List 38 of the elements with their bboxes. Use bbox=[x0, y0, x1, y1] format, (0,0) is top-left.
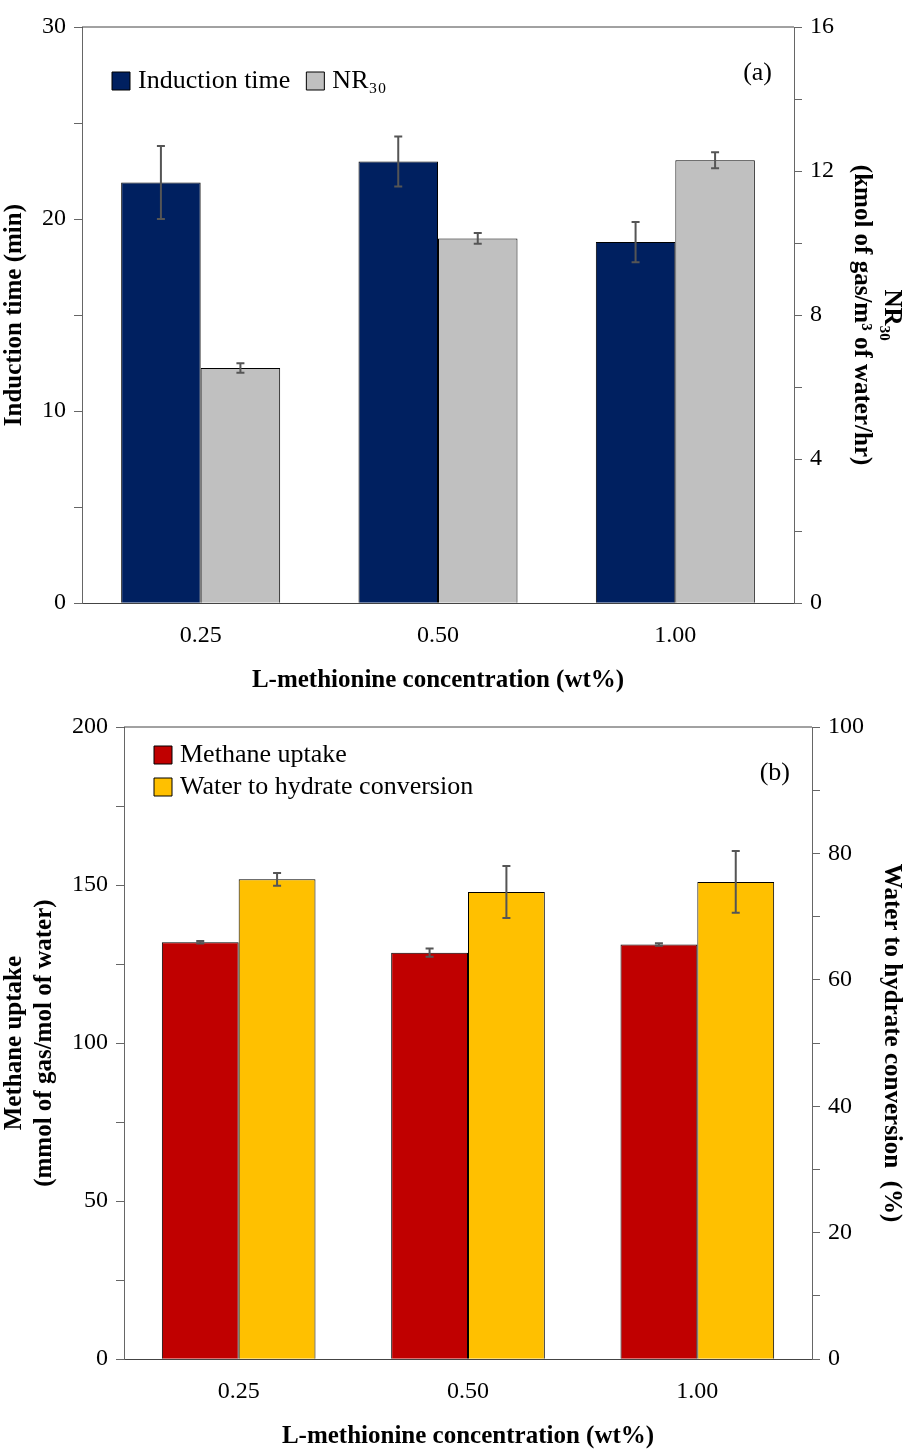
legend-label: Induction time bbox=[138, 64, 291, 94]
y2-tick-label: 12 bbox=[810, 156, 834, 183]
y-axis-title: Induction time (min) bbox=[0, 203, 28, 427]
y-tick-label: 150 bbox=[72, 870, 108, 897]
y2-tick-label: 0 bbox=[828, 1344, 840, 1371]
x-tick-label: 0.25 bbox=[217, 1376, 260, 1403]
x-tick-label: 0.50 bbox=[417, 620, 459, 647]
y2-tick-label: 80 bbox=[828, 838, 852, 865]
annotation: (a) bbox=[743, 56, 772, 86]
x-tick-label: 1.00 bbox=[676, 1376, 719, 1403]
y-tick-label: 20 bbox=[42, 204, 66, 231]
y2-tick-label: 100 bbox=[828, 712, 864, 739]
legend-label: NR₃₀ bbox=[332, 64, 387, 94]
y2-axis-title: Water to hydrate conversion (%) bbox=[878, 863, 906, 1223]
legend-label: Methane uptake bbox=[180, 738, 347, 768]
y-tick-label: 200 bbox=[72, 712, 108, 739]
y-tick-label: 30 bbox=[42, 12, 66, 39]
y2-tick-label: 4 bbox=[810, 444, 822, 471]
x-axis-title: L-methionine concentration (wt%) bbox=[251, 665, 625, 694]
y-tick-label: 50 bbox=[84, 1186, 108, 1213]
y2-tick-label: 20 bbox=[828, 1218, 852, 1245]
y2-tick-label: 40 bbox=[828, 1091, 852, 1118]
legend-label: Water to hydrate conversion bbox=[180, 770, 474, 800]
x-tick-label: 0.25 bbox=[179, 620, 222, 647]
y2-tick-label: 16 bbox=[810, 12, 834, 39]
y2-tick-label: 60 bbox=[828, 965, 852, 992]
x-tick-label: 1.00 bbox=[654, 620, 697, 647]
x-tick-label: 0.50 bbox=[447, 1376, 489, 1403]
y-tick-label: 10 bbox=[42, 396, 66, 423]
y2-tick-label: 0 bbox=[810, 588, 822, 615]
annotation: (b) bbox=[759, 756, 790, 786]
y2-axis-title: NR₃₀ (kmol of gas/m³ of water/hr) bbox=[848, 164, 906, 466]
x-axis-title: L-methionine concentration (wt%) bbox=[281, 1421, 655, 1450]
y-tick-label: 100 bbox=[72, 1028, 108, 1055]
y-axis-title: Methane uptake (mmol of gas/mol of water) bbox=[0, 899, 58, 1187]
y-tick-label: 0 bbox=[54, 588, 66, 615]
y-tick-label: 0 bbox=[96, 1344, 108, 1371]
y2-tick-label: 8 bbox=[810, 300, 822, 327]
